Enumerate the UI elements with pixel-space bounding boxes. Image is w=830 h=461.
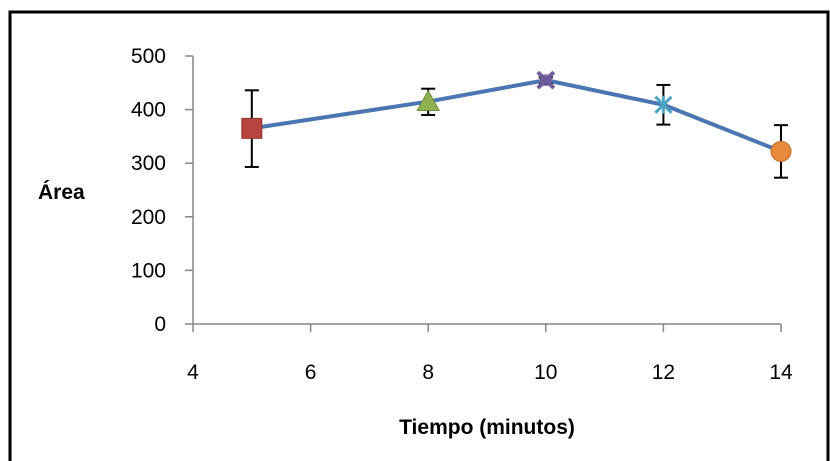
data-point-x-stroke	[536, 70, 556, 90]
y-tick-label: 300	[131, 152, 166, 175]
x-tick-label: 8	[422, 361, 434, 384]
series	[241, 70, 792, 179]
y-axis-title: Área	[38, 181, 85, 204]
y-tick-label: 500	[131, 45, 166, 68]
data-point-square	[241, 117, 263, 139]
data-point-circle	[770, 140, 792, 162]
x-axis-title: Tiempo (minutos)	[399, 416, 575, 439]
y-tick-label: 0	[154, 313, 166, 336]
tick-labels: 0 100 200 300 400 500 4 6 8 10 12 14	[131, 45, 793, 384]
data-point-triangle	[416, 89, 441, 112]
y-tick-label: 100	[131, 259, 166, 282]
axes	[185, 55, 782, 332]
x-tick-label: 6	[305, 361, 317, 384]
y-tick-label: 400	[131, 99, 166, 122]
x-tick-label: 14	[769, 361, 793, 384]
x-tick-label: 12	[652, 361, 675, 384]
x-tick-label: 10	[534, 361, 557, 384]
chart-border	[8, 10, 830, 461]
y-tick-label: 200	[131, 206, 166, 229]
x-tick-label: 4	[187, 361, 199, 384]
